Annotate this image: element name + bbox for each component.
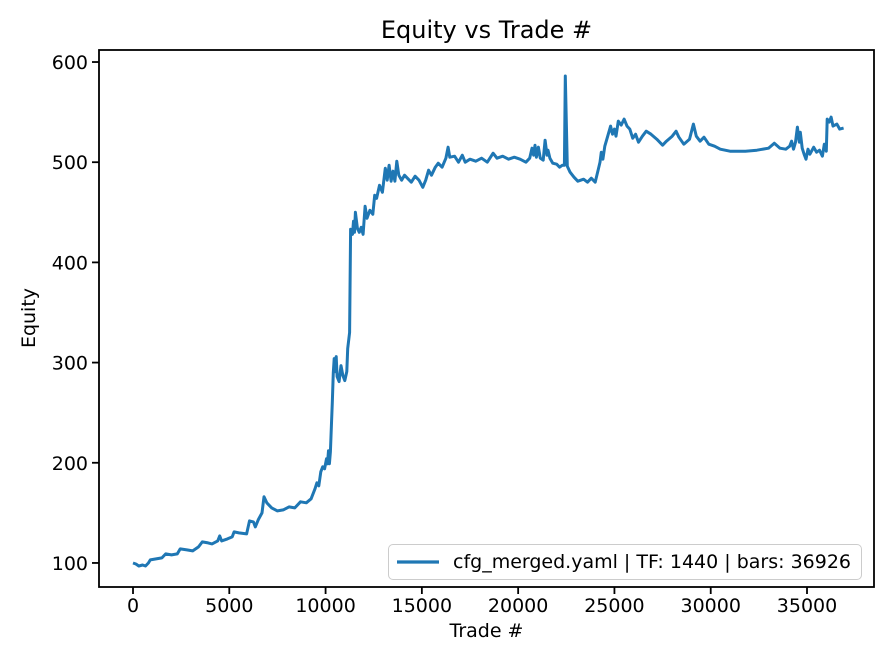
legend: cfg_merged.yaml | TF: 1440 | bars: 36926 — [388, 544, 863, 580]
equity-line — [132, 74, 844, 568]
series-group — [132, 74, 844, 568]
y-tick-label: 400 — [52, 252, 88, 274]
x-tick-label: 0 — [127, 595, 139, 617]
x-axis-label: Trade # — [449, 620, 524, 642]
y-tick-label: 300 — [52, 353, 88, 375]
y-tick-label: 600 — [52, 52, 88, 74]
x-tick-label: 25000 — [584, 595, 644, 617]
axes-spines — [98, 49, 875, 588]
x-tick-label: 15000 — [392, 595, 452, 617]
y-tick-label: 500 — [52, 152, 88, 174]
x-tick-label: 20000 — [488, 595, 548, 617]
x-tick-label: 30000 — [680, 595, 740, 617]
x-tick-label: 5000 — [205, 595, 253, 617]
y-tick-label: 200 — [52, 453, 88, 475]
chart-title: Equity vs Trade # — [380, 16, 593, 44]
legend-label: cfg_merged.yaml | TF: 1440 | bars: 36926 — [453, 551, 852, 573]
legend-line-sample-icon — [397, 560, 439, 564]
y-axis-label: Equity — [18, 287, 40, 349]
axes-ticks: 0 5000 10000 15000 20000 25000 30000 35000 100 20… — [52, 52, 837, 617]
y-tick-label: 100 — [52, 553, 88, 575]
x-tick-label: 10000 — [295, 595, 355, 617]
x-tick-label: 35000 — [777, 595, 837, 617]
